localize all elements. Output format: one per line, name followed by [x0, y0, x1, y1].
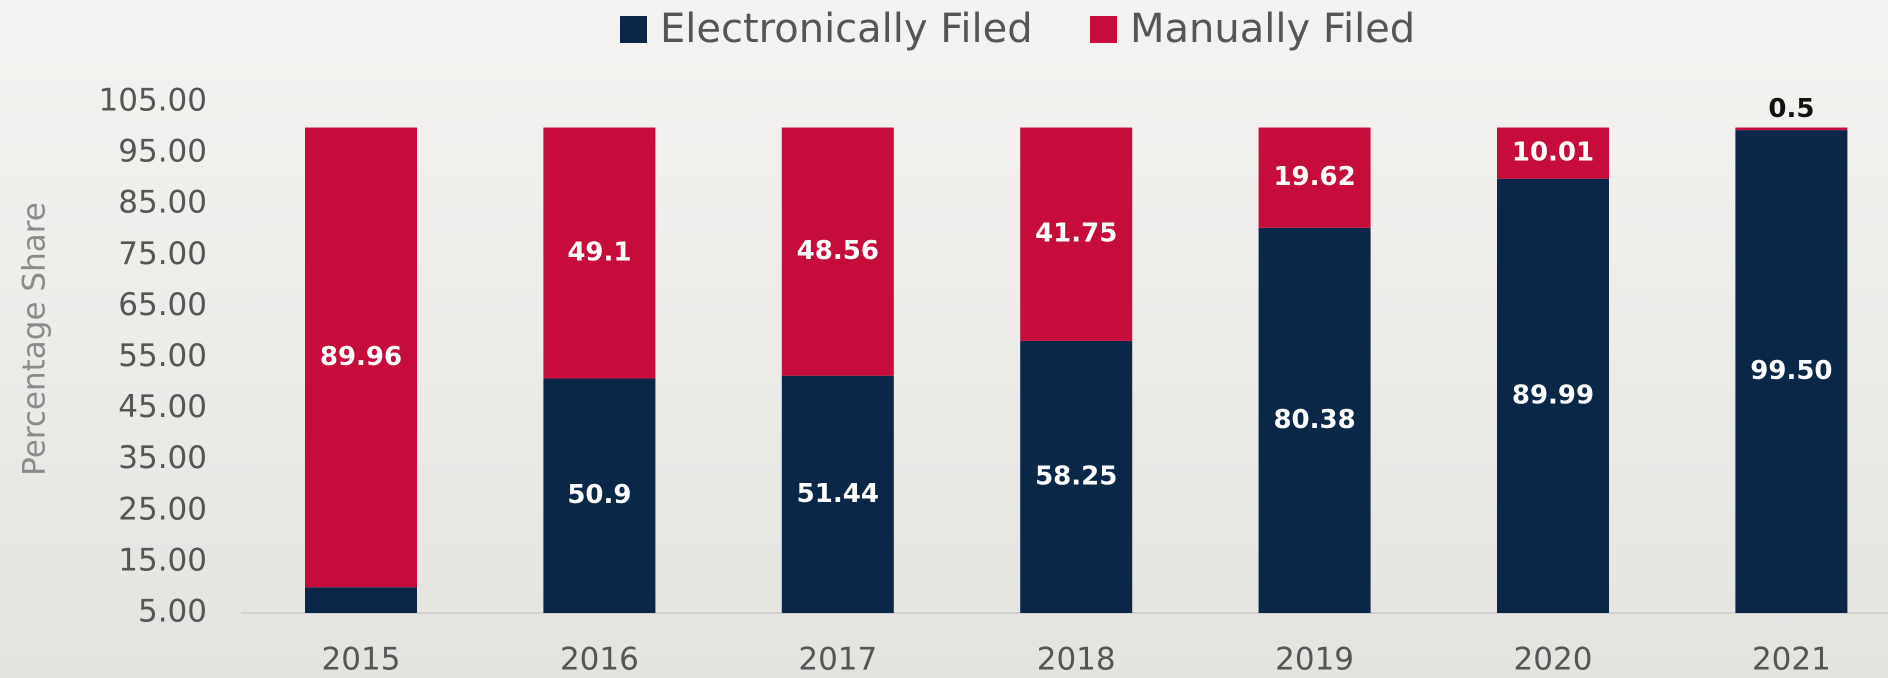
data-label: 80.38 [1273, 405, 1355, 435]
data-label: 89.99 [1512, 380, 1594, 410]
y-tick-label: 5.00 [138, 594, 207, 630]
x-tick-label: 2015 [322, 642, 401, 678]
x-tick-label: 2016 [560, 642, 639, 678]
x-tick-label: 2021 [1752, 642, 1831, 678]
data-label: 99.50 [1750, 356, 1832, 386]
x-tick-label: 2018 [1037, 642, 1116, 678]
x-tick-label: 2017 [798, 642, 877, 678]
y-tick-label: 95.00 [118, 134, 207, 170]
y-tick-label: 65.00 [118, 287, 207, 323]
data-label: 19.62 [1273, 162, 1355, 192]
legend-swatch [620, 16, 647, 43]
y-tick-label: 25.00 [118, 491, 207, 527]
bar-segment [1735, 128, 1847, 131]
bar-segment [305, 587, 417, 613]
legend-swatch [1090, 16, 1117, 43]
y-tick-label: 55.00 [118, 338, 207, 374]
y-axis-title: Percentage Share [17, 202, 53, 476]
x-tick-label: 2020 [1514, 642, 1593, 678]
y-tick-label: 35.00 [118, 440, 207, 476]
data-label: 58.25 [1035, 461, 1117, 491]
data-label: 48.56 [797, 236, 879, 266]
y-tick-label: 75.00 [118, 236, 207, 272]
y-tick-label: 105.00 [99, 83, 207, 119]
y-tick-label: 45.00 [118, 389, 207, 425]
data-label: 50.9 [567, 480, 631, 510]
y-tick-label: 85.00 [118, 185, 207, 221]
data-label: 0.5 [1768, 94, 1814, 124]
data-label: 89.96 [320, 342, 402, 372]
data-label: 10.01 [1512, 138, 1594, 168]
data-label: 51.44 [797, 479, 879, 509]
x-tick-label: 2019 [1275, 642, 1354, 678]
data-label: 41.75 [1035, 219, 1117, 249]
y-tick-label: 15.00 [118, 542, 207, 578]
legend-label: Electronically Filed [660, 6, 1033, 52]
data-label: 49.1 [567, 238, 631, 268]
chart: Percentage Share 5.00 15.00 25.00 35.00 45.0… [0, 0, 1888, 678]
legend-label: Manually Filed [1130, 6, 1415, 52]
